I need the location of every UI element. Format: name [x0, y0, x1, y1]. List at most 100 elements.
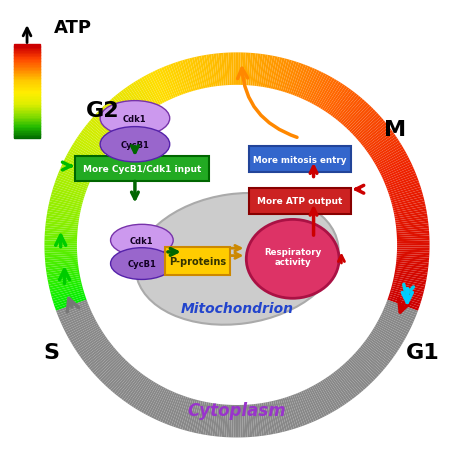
Polygon shape: [233, 53, 236, 86]
Polygon shape: [351, 110, 375, 134]
Polygon shape: [139, 79, 157, 108]
Text: S: S: [44, 342, 59, 362]
Polygon shape: [390, 290, 422, 302]
Polygon shape: [109, 364, 132, 390]
Ellipse shape: [100, 127, 170, 163]
Polygon shape: [383, 167, 414, 182]
Polygon shape: [392, 282, 424, 292]
Polygon shape: [59, 306, 90, 320]
Polygon shape: [82, 340, 109, 361]
Bar: [14, 59, 40, 62]
Polygon shape: [389, 294, 420, 307]
Polygon shape: [322, 82, 341, 111]
Polygon shape: [46, 268, 79, 275]
Polygon shape: [371, 141, 400, 160]
Polygon shape: [396, 224, 428, 229]
Polygon shape: [93, 352, 119, 375]
Polygon shape: [164, 67, 178, 98]
Polygon shape: [46, 262, 78, 268]
Polygon shape: [227, 405, 230, 438]
Polygon shape: [65, 318, 95, 335]
Polygon shape: [376, 323, 405, 341]
Polygon shape: [393, 281, 425, 290]
Bar: [14, 115, 40, 117]
Ellipse shape: [110, 248, 173, 280]
Polygon shape: [48, 206, 80, 215]
Polygon shape: [332, 373, 353, 400]
Text: P-proteins: P-proteins: [169, 257, 226, 267]
Bar: [14, 64, 40, 66]
Bar: [14, 130, 40, 133]
Polygon shape: [148, 74, 164, 104]
Polygon shape: [296, 67, 310, 98]
Polygon shape: [54, 183, 86, 195]
Polygon shape: [93, 115, 119, 139]
Polygon shape: [367, 133, 394, 153]
Polygon shape: [150, 73, 166, 103]
Polygon shape: [328, 88, 349, 116]
Polygon shape: [294, 394, 308, 425]
Polygon shape: [54, 185, 85, 197]
Polygon shape: [288, 396, 301, 427]
Polygon shape: [206, 56, 213, 88]
Polygon shape: [169, 395, 182, 426]
Polygon shape: [357, 349, 383, 372]
Polygon shape: [377, 321, 406, 339]
Text: G2: G2: [86, 101, 119, 121]
Polygon shape: [149, 388, 166, 418]
Polygon shape: [284, 62, 297, 94]
Polygon shape: [341, 366, 364, 392]
Polygon shape: [372, 330, 401, 349]
Polygon shape: [178, 397, 190, 429]
Ellipse shape: [246, 220, 339, 299]
Polygon shape: [359, 347, 385, 370]
Polygon shape: [359, 121, 385, 144]
Polygon shape: [72, 145, 100, 164]
Bar: [14, 63, 40, 65]
Polygon shape: [397, 238, 429, 242]
Bar: [14, 93, 40, 96]
Polygon shape: [345, 362, 369, 387]
Text: More mitosis entry: More mitosis entry: [253, 155, 346, 164]
Polygon shape: [397, 244, 429, 246]
Polygon shape: [133, 82, 152, 111]
Polygon shape: [45, 229, 78, 233]
Polygon shape: [369, 137, 397, 157]
Polygon shape: [50, 282, 82, 292]
Text: Cdk1: Cdk1: [130, 236, 154, 245]
Polygon shape: [92, 117, 118, 140]
Polygon shape: [397, 256, 429, 261]
Polygon shape: [343, 102, 366, 127]
Polygon shape: [396, 226, 429, 232]
Polygon shape: [106, 103, 129, 129]
Polygon shape: [377, 151, 406, 169]
Bar: [14, 70, 40, 73]
Polygon shape: [173, 63, 185, 95]
Polygon shape: [252, 54, 258, 87]
Polygon shape: [348, 359, 373, 384]
Polygon shape: [121, 373, 142, 400]
Bar: [14, 106, 40, 108]
Polygon shape: [274, 59, 285, 91]
Ellipse shape: [110, 225, 173, 257]
Polygon shape: [73, 143, 101, 162]
Bar: [14, 135, 40, 138]
Bar: [14, 137, 40, 139]
Polygon shape: [70, 147, 100, 165]
Polygon shape: [158, 391, 173, 421]
Polygon shape: [45, 256, 77, 261]
Polygon shape: [306, 388, 323, 419]
Polygon shape: [194, 57, 203, 90]
Polygon shape: [304, 71, 319, 101]
Polygon shape: [101, 359, 126, 384]
Polygon shape: [370, 333, 398, 353]
Polygon shape: [386, 176, 418, 189]
Polygon shape: [184, 60, 195, 92]
Bar: [14, 75, 40, 77]
Polygon shape: [46, 266, 79, 273]
Polygon shape: [262, 403, 269, 435]
Polygon shape: [222, 405, 226, 437]
Polygon shape: [187, 59, 197, 91]
Polygon shape: [108, 102, 131, 127]
Polygon shape: [242, 53, 246, 86]
